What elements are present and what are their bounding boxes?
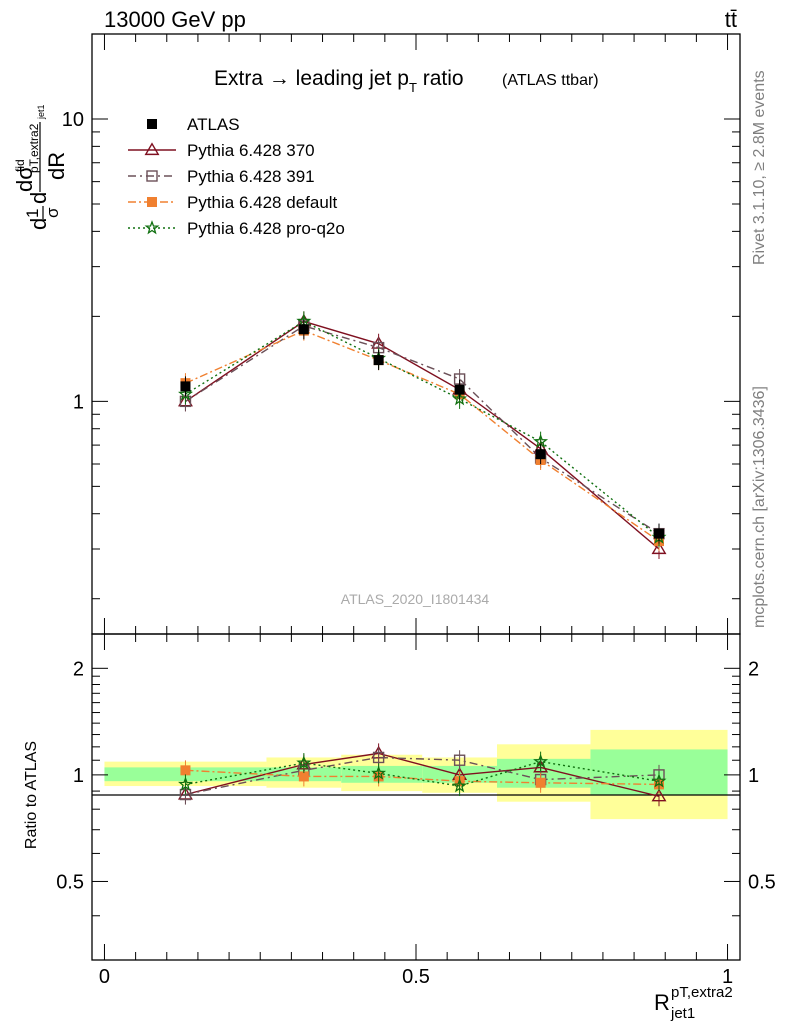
main-line-pythia-6-428-391: [185, 325, 660, 535]
legend-item-atlas: ATLAS: [147, 115, 240, 134]
ratio-y-tick-label: 2: [73, 658, 84, 680]
ratio-point-pythia-6-428-default: [535, 777, 546, 788]
legend-marker: [147, 119, 157, 129]
ratio-point-pythia-6-428-pro-q2o: [296, 755, 312, 770]
rivet-version-label: Rivet 3.1.10, ≥ 2.8M events: [751, 70, 768, 265]
chart-title-sub: T: [409, 80, 417, 95]
legend-item-pythia-6-428-391: Pythia 6.428 391: [128, 167, 315, 186]
main-point-pythia-6-428-370: [651, 541, 667, 555]
ratio-y-axis-label: Ratio to ATLAS: [23, 741, 40, 849]
legend: ATLAS Pythia 6.428 370 Pythia 6.428 391 Pyt…: [128, 115, 345, 238]
legend-label: Pythia 6.428 370: [187, 141, 315, 160]
main-point-atlas: [180, 381, 191, 392]
ratio-line-pythia-6-428-default: [185, 769, 660, 786]
main-series-pythia-6-428-370: [177, 311, 667, 560]
main-point-pythia-6-428-pro-q2o: [533, 433, 549, 449]
main-axis-ticks: 1 10: [62, 33, 740, 634]
main-line-pythia-6-428-370: [185, 320, 660, 550]
legend-item-pythia-6-428-pro-q2o: Pythia 6.428 pro-q2o: [128, 219, 345, 238]
svg-text:d: d: [26, 192, 51, 204]
svg-text:1: 1: [23, 209, 42, 218]
main-series-pythia-6-428-pro-q2o: [178, 311, 667, 548]
main-y-axis-label: d 1 σ d dσ fid pT,extra2 dR jet1: [12, 104, 69, 230]
main-line-pythia-6-428-default: [185, 329, 660, 542]
mcplots-source-label: mcplots.cern.ch [arXiv:1306.3436]: [751, 386, 768, 628]
x-axis-label-superscript: pT,extra2: [671, 984, 733, 1001]
main-point-pythia-6-428-pro-q2o: [178, 386, 194, 401]
chart-title: Extra → leading jet pT ratio: [214, 67, 464, 95]
svg-text:dσ: dσ: [12, 166, 37, 192]
ratio-point-pythia-6-428-391: [372, 751, 385, 764]
chart-title-note: (ATLAS ttbar): [502, 72, 599, 89]
ratio-axis-ticks: 0.5 0.5 1 1 2 2 0 0.5 1: [56, 634, 776, 988]
ratio-point-pythia-6-428-default: [180, 765, 191, 776]
ratio-point-pythia-6-428-default: [298, 771, 309, 782]
legend-marker: [144, 220, 160, 235]
x-axis-label: R pT,extra2 jet1: [654, 984, 733, 1022]
chart-title-rest: ratio: [417, 67, 464, 90]
ratio-y-tick-label-right: 0.5: [748, 871, 776, 893]
legend-label: Pythia 6.428 default: [187, 193, 338, 212]
x-tick-label: 0: [99, 966, 110, 988]
legend-label: ATLAS: [187, 115, 240, 134]
legend-label: Pythia 6.428 pro-q2o: [187, 219, 345, 238]
main-point-pythia-6-428-pro-q2o: [452, 391, 468, 406]
main-point-atlas: [298, 324, 309, 335]
legend-item-pythia-6-428-default: Pythia 6.428 default: [128, 193, 338, 212]
svg-text:fid: fid: [13, 159, 27, 172]
main-y-axis-label-denominator: dR: [44, 152, 69, 180]
ratio-point-pythia-6-428-370: [651, 788, 667, 802]
ratio-point-pythia-6-428-391: [453, 754, 466, 766]
main-point-atlas: [654, 528, 664, 539]
legend-marker: [146, 170, 158, 182]
svg-text:jet1: jet1: [36, 104, 46, 120]
main-point-atlas: [373, 355, 384, 366]
ratio-line-pythia-6-428-pro-q2o: [185, 760, 660, 787]
ratio-y-tick-label-right: 2: [748, 658, 759, 680]
header-right-label: tt̄: [725, 7, 737, 32]
legend-marker: [147, 197, 157, 207]
ratio-series-group: [177, 743, 667, 807]
main-series-atlas: [180, 319, 664, 544]
main-y-tick-label: 10: [62, 109, 84, 131]
ratio-panel: 0.5 0.5 1 1 2 2 0 0.5 1 Ratio to ATLAS R pT,extr…: [23, 633, 776, 1022]
ratio-uncertainty-bands: [104, 729, 728, 820]
main-series-pythia-6-428-391: [179, 315, 665, 544]
analysis-watermark: ATLAS_2020_I1801434: [341, 591, 490, 607]
header-left-label: 13000 GeV pp: [104, 7, 246, 32]
svg-text:σ: σ: [43, 207, 62, 218]
main-line-pythia-6-428-pro-q2o: [185, 320, 660, 538]
svg-text:d: d: [26, 218, 51, 230]
ratio-series-pythia-6-428-pro-q2o: [178, 751, 667, 797]
legend-marker: [144, 142, 160, 156]
x-tick-label: 0.5: [402, 966, 430, 988]
x-tick-label: 1: [722, 966, 733, 988]
ratio-y-tick-label: 0.5: [56, 871, 84, 893]
x-axis-label-subscript: jet1: [670, 1005, 695, 1022]
ratio-point-pythia-6-428-pro-q2o: [452, 778, 468, 793]
main-point-atlas: [535, 449, 546, 460]
ratio-line-pythia-6-428-370: [185, 752, 660, 797]
main-y-tick-label: 1: [73, 391, 84, 413]
chart-title-main: Extra → leading jet p: [214, 67, 409, 90]
ratio-point-pythia-6-428-pro-q2o: [533, 753, 549, 769]
legend-label: Pythia 6.428 391: [187, 167, 315, 186]
ratio-point-pythia-6-428-pro-q2o: [178, 776, 194, 791]
ratio-point-pythia-6-428-pro-q2o: [651, 773, 667, 788]
ratio-line-pythia-6-428-391: [185, 756, 660, 796]
x-axis-label-main: R: [654, 990, 670, 1015]
main-point-atlas: [454, 384, 465, 395]
svg-text:pT,extra2: pT,extra2: [27, 123, 41, 173]
main-series-group: [177, 311, 667, 560]
legend-item-pythia-6-428-370: Pythia 6.428 370: [128, 141, 315, 160]
ratio-y-tick-label-right: 1: [748, 765, 759, 787]
ratio-point-pythia-6-428-pro-q2o: [371, 765, 387, 780]
ratio-y-tick-label: 1: [73, 765, 84, 787]
main-panel: 1 10 Extra → leading jet pT ratio (ATLAS …: [12, 33, 741, 635]
